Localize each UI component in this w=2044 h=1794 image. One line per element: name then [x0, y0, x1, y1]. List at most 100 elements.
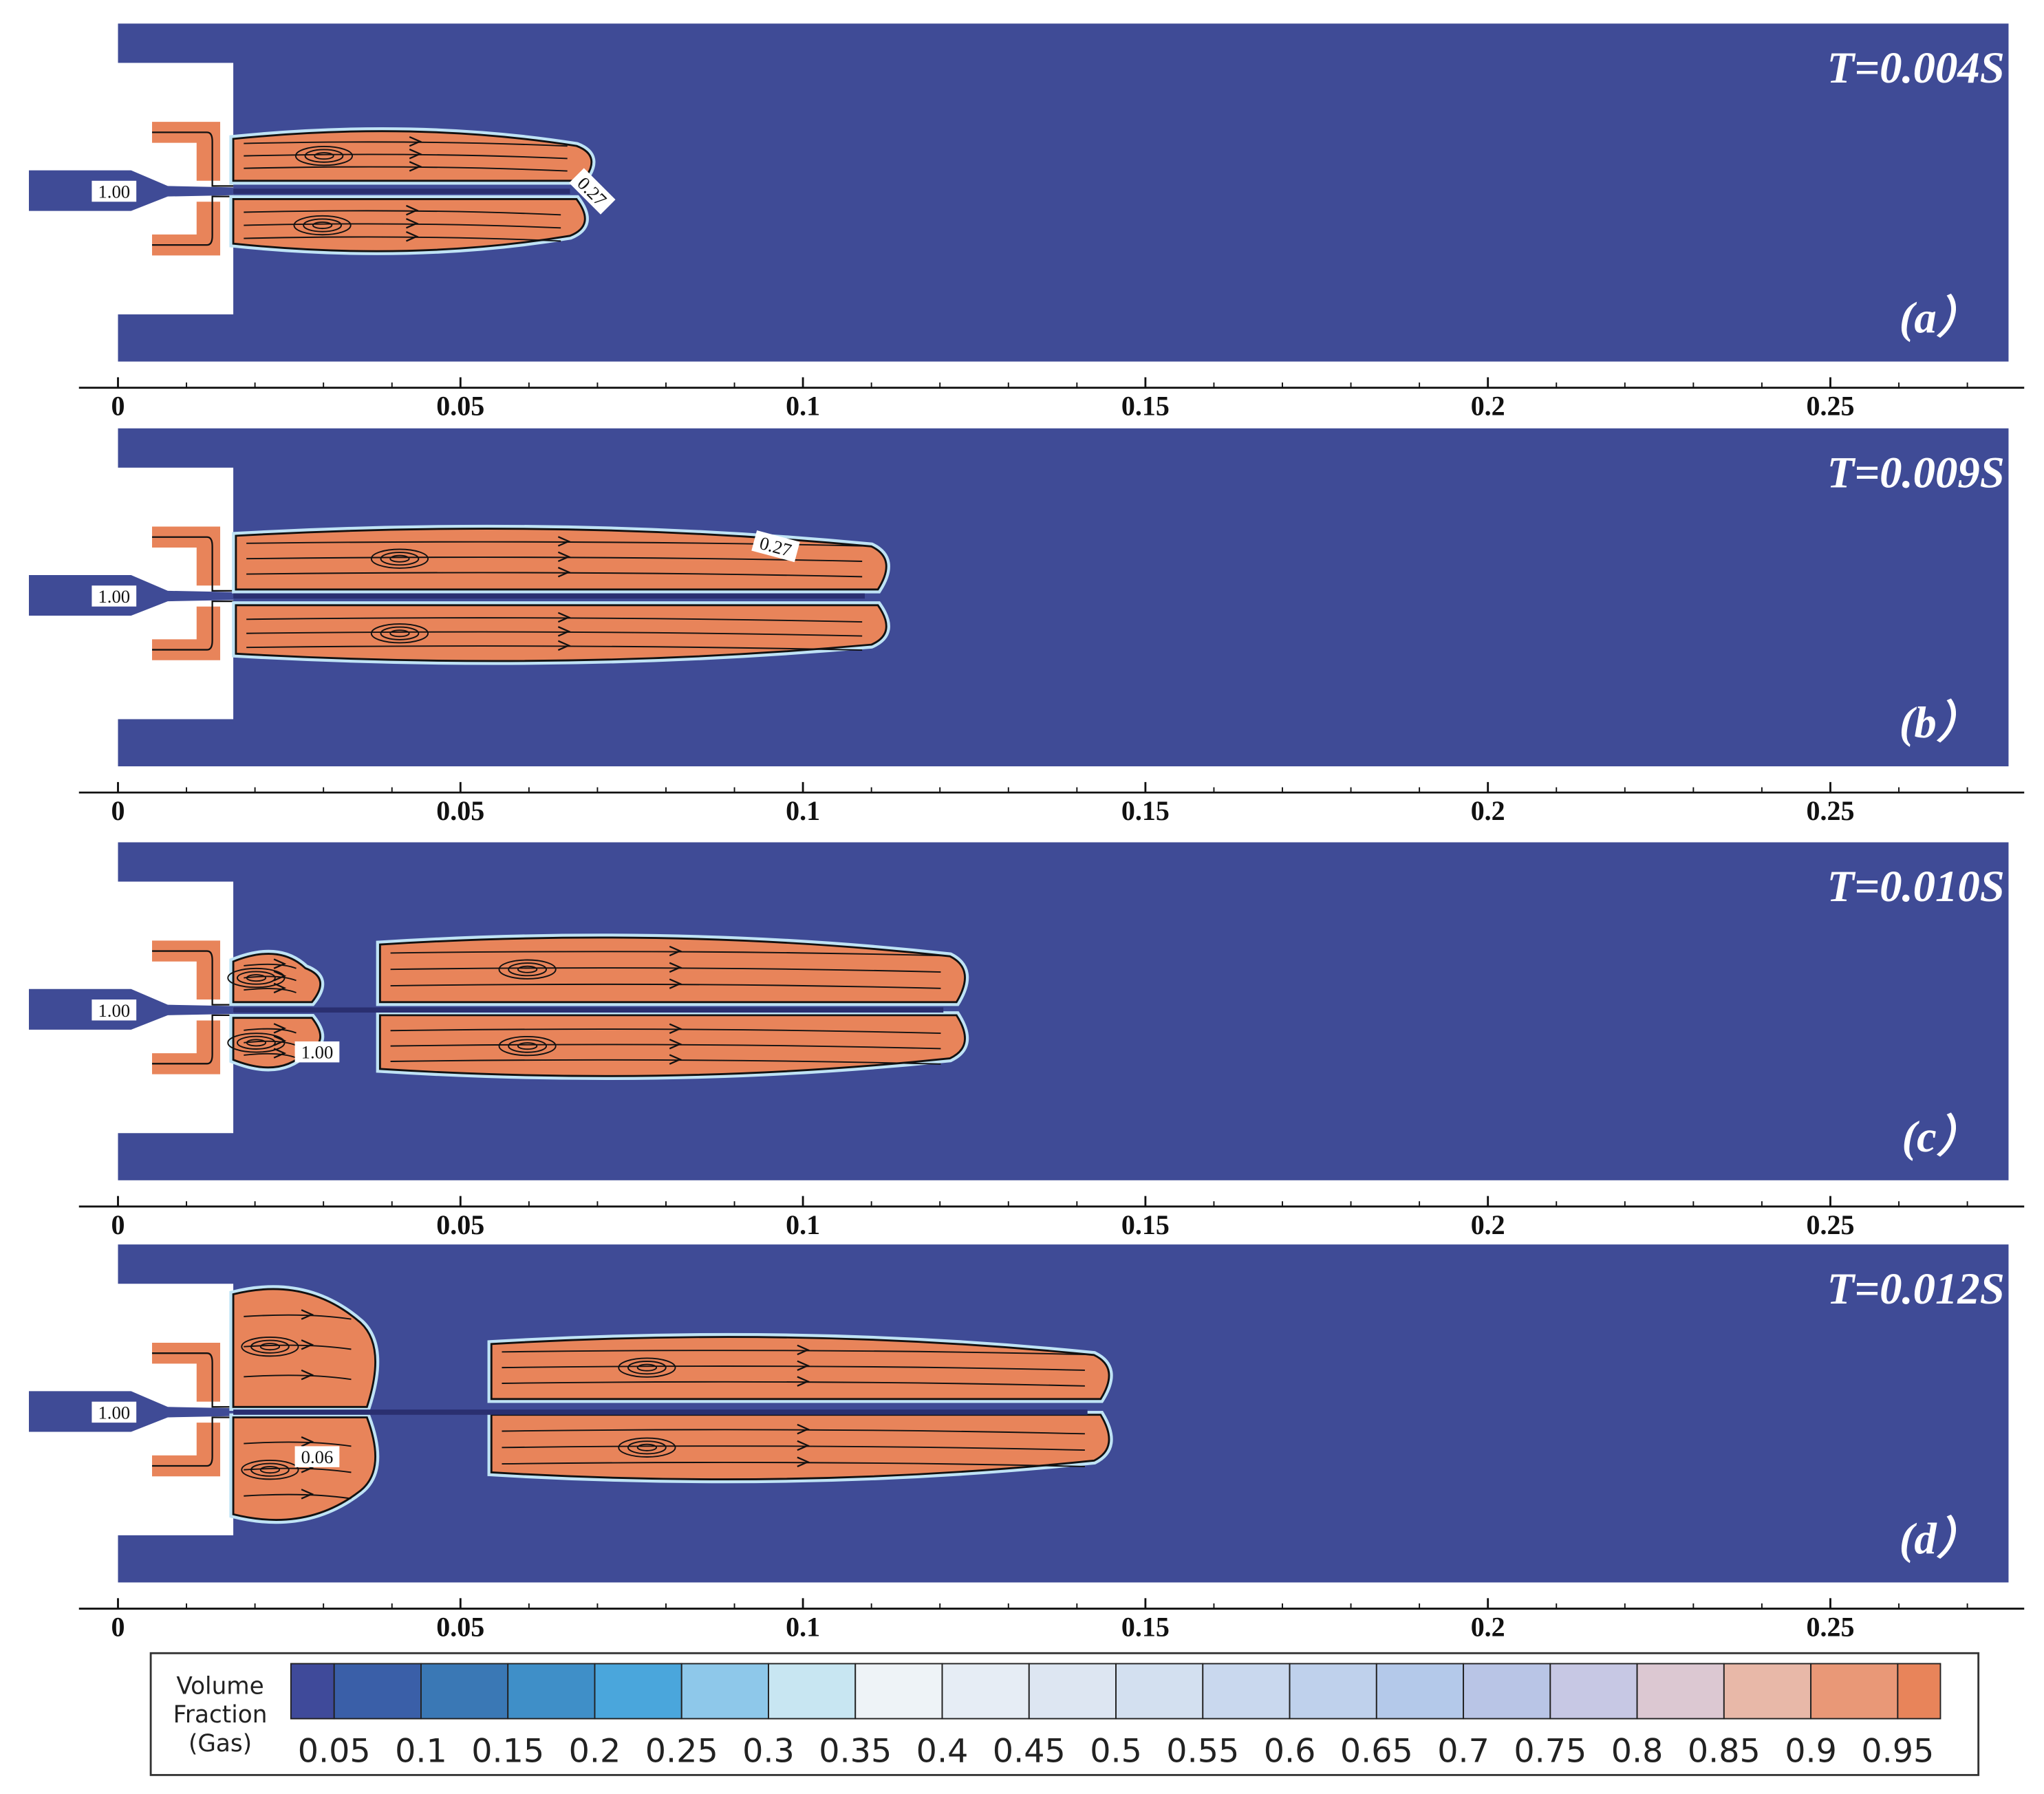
streamline [502, 1445, 1085, 1451]
streamline [502, 1381, 1085, 1387]
panel-label: (a） [1900, 294, 1981, 343]
colorbar-cell [333, 1663, 422, 1720]
colorbar-cell [507, 1663, 596, 1720]
vortex [241, 1337, 299, 1357]
colorbar-tick-label: 0.6 [1264, 1732, 1316, 1770]
orange-bracket [152, 1020, 221, 1074]
panel: T=0.009S(b）1.000.27 [29, 428, 2009, 767]
contour-label: 1.00 [92, 1401, 137, 1423]
colorbar-tick-label: 0.65 [1340, 1732, 1413, 1770]
vortex [237, 971, 276, 985]
x-tick-label: 0.2 [1471, 1209, 1505, 1240]
vortex [370, 623, 429, 644]
arrow [406, 217, 419, 229]
vortex [304, 149, 344, 163]
streamline [244, 1467, 352, 1473]
x-tick-label: 0.1 [786, 795, 820, 826]
streamline [244, 963, 297, 969]
x-tick-label: 0.25 [1806, 795, 1854, 826]
arrow [797, 1456, 810, 1467]
arrow [797, 1344, 810, 1356]
colorbar-tick-label: 0.95 [1861, 1732, 1934, 1770]
arrow [273, 1023, 287, 1034]
colorbar-cell [1810, 1663, 1899, 1720]
colorbar-cell [680, 1663, 769, 1720]
x-tick-label: 0.15 [1121, 795, 1170, 826]
plume [232, 953, 321, 1004]
arrow [669, 1023, 682, 1035]
streamline [390, 1044, 941, 1050]
streamline [502, 1350, 1085, 1356]
panel-label: (d） [1900, 1515, 1981, 1564]
colorbar-tick-label: 0.05 [298, 1732, 371, 1770]
colorbar-cell [1463, 1663, 1551, 1720]
colorbar-cell [1375, 1663, 1465, 1720]
vortex [250, 1462, 290, 1477]
streamline [502, 1462, 1085, 1467]
vortex [259, 1466, 281, 1474]
streamline [390, 1028, 941, 1035]
arrow [557, 567, 571, 578]
colorbar-tick-label: 0.9 [1785, 1732, 1837, 1770]
orange-bracket [152, 1423, 221, 1477]
streamline [246, 645, 863, 651]
vortex [627, 1361, 667, 1375]
arrow [301, 1369, 314, 1381]
colorbar-cell [1723, 1663, 1812, 1720]
contour-label-box [92, 999, 137, 1021]
x-tick-label: 0.25 [1806, 391, 1854, 422]
x-tick-label: 0 [111, 1612, 125, 1643]
vortex [498, 959, 557, 980]
streamline [390, 983, 941, 989]
x-tick-label: 0.2 [1471, 1612, 1505, 1643]
contour-label-text: 1.00 [98, 1402, 130, 1423]
arrow [406, 231, 419, 242]
contour-label-box [92, 180, 137, 202]
vortex [380, 626, 420, 640]
arrow [301, 1339, 314, 1350]
streamline [390, 967, 941, 973]
arrow [669, 945, 682, 957]
x-tick-label: 0.15 [1121, 1209, 1170, 1240]
streamline [502, 1429, 1085, 1435]
colorbar-cell [1289, 1663, 1377, 1720]
arrow [669, 1039, 682, 1050]
contour-label-box [751, 530, 800, 563]
panel: T=0.010S (c） 1.00 1.00 [29, 842, 2009, 1180]
vortex [227, 1033, 286, 1053]
vortex [389, 629, 410, 638]
streamline [244, 153, 568, 160]
streamline [244, 1344, 352, 1350]
vortex [246, 1039, 267, 1047]
vortex [389, 554, 410, 563]
x-tick-label: 0.2 [1471, 391, 1505, 422]
x-tick-label: 0.05 [436, 1612, 484, 1643]
bracket-line [152, 1416, 234, 1467]
orange-bracket [152, 606, 221, 660]
streamline [244, 236, 561, 242]
contour-label-text: 1.00 [98, 586, 130, 607]
x-tick-label: 0.1 [786, 1612, 820, 1643]
time-label: T=0.009S [1827, 448, 2005, 497]
arrow [797, 1360, 810, 1371]
vortex [517, 1042, 538, 1050]
orange-bracket [152, 202, 221, 256]
arrow [797, 1440, 810, 1451]
vortex [517, 965, 538, 973]
colorbar-tick-label: 0.3 [742, 1732, 795, 1770]
orange-bracket [152, 1342, 221, 1402]
colorbar-tick-label: 0.8 [1611, 1732, 1664, 1770]
vortex [241, 1460, 299, 1480]
streamline [244, 1028, 297, 1034]
colorbar-cell [1115, 1663, 1204, 1720]
colorbar-tick-label: 0.45 [993, 1732, 1066, 1770]
vortex [237, 1035, 276, 1050]
vortex [227, 967, 286, 988]
x-tick-label: 0.1 [786, 391, 820, 422]
vortex [246, 974, 267, 982]
vortex [303, 218, 342, 233]
vortex [250, 1339, 290, 1354]
colorbar-cell [854, 1663, 943, 1720]
colorbar-cell [1636, 1663, 1725, 1720]
colorbar-cell [941, 1663, 1030, 1720]
